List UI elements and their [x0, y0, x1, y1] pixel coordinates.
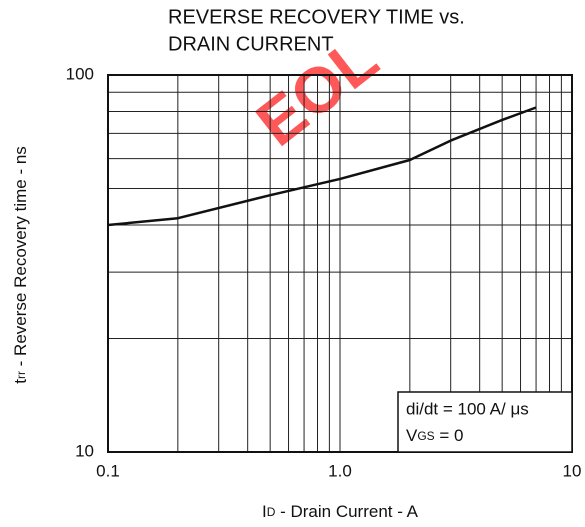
y-tick-label: 100 [66, 64, 94, 83]
chart-title: DRAIN CURRENT [168, 33, 334, 55]
y-tick-label: 10 [75, 441, 94, 460]
plot-frame [107, 74, 573, 453]
x-tick-label: 1.0 [328, 461, 352, 480]
annotation-part: = 0 [435, 426, 464, 445]
x-axis-label: ID - Drain Current - A [262, 502, 419, 521]
x-tick-label: 10 [563, 461, 582, 480]
y-label-part: t [11, 379, 30, 384]
x-label-part: D [267, 505, 276, 519]
x-tick-label: 0.1 [96, 461, 120, 480]
x-label-part: I [262, 502, 267, 521]
y-label-part: - Reverse Recovery time - ns [11, 146, 30, 371]
y-axis-label: trr - Reverse Recovery time - ns [11, 146, 30, 384]
annotation-box [397, 391, 573, 453]
chart-title: REVERSE RECOVERY TIME vs. [168, 6, 465, 28]
annotation: VGS = 0 [406, 426, 464, 445]
y-label-part: rr [14, 371, 28, 379]
x-label-part: - Drain Current - A [275, 502, 418, 521]
annotation-part: V [406, 426, 418, 445]
annotation-part: GS [417, 429, 434, 443]
annotation: di/dt = 100 A/ μs [406, 399, 529, 418]
data-line [107, 106, 537, 227]
